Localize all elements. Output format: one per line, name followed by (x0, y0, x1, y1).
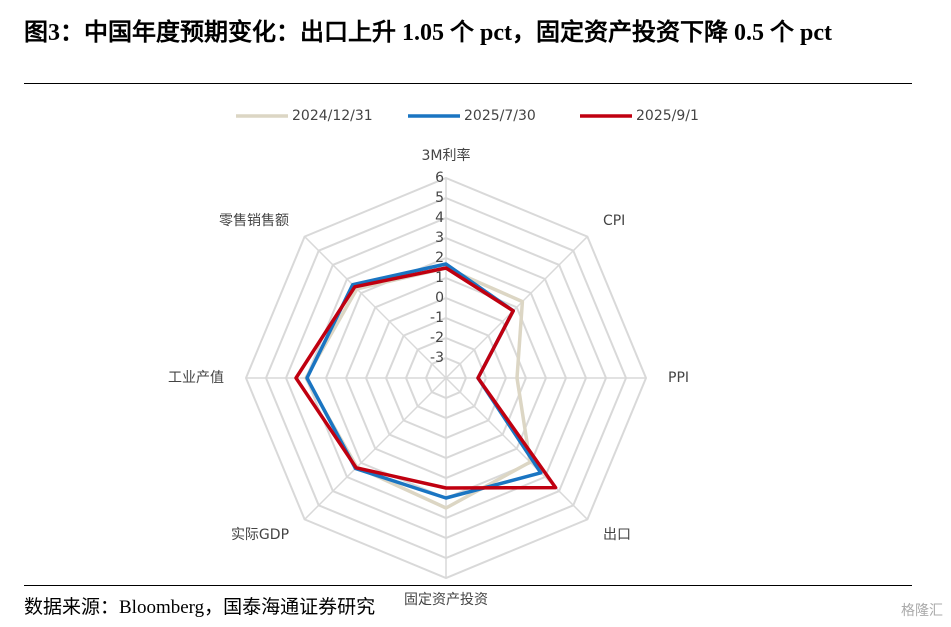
axis-label: 零售销售额 (219, 213, 289, 229)
legend-label: 2024/12/31 (292, 108, 373, 124)
axis-label: 实际GDP (231, 527, 289, 543)
rule (24, 83, 912, 84)
r-tick-label: -1 (430, 310, 444, 326)
legend-label: 2025/9/1 (636, 108, 699, 124)
axis-label: PPI (668, 370, 689, 386)
r-tick-label: 2 (435, 250, 444, 266)
r-tick-label: 4 (435, 210, 444, 226)
spoke (304, 236, 447, 379)
axis-label: 3M利率 (422, 147, 471, 164)
r-tick-label: 0 (435, 290, 444, 306)
r-tick-label: -2 (430, 330, 444, 346)
series-line (294, 266, 558, 490)
spoke (445, 377, 588, 520)
r-tick-label: 5 (435, 190, 444, 206)
axis-label: 工业产值 (168, 370, 224, 386)
series-line (304, 266, 532, 510)
spoke (445, 236, 588, 379)
chart-title: 图3：中国年度预期变化：出口上升 1.05 个 pct，固定资产投资下降 0.5… (24, 20, 832, 46)
rule (24, 585, 912, 586)
legend-label: 2025/7/30 (464, 108, 536, 124)
axis-label: 固定资产投资 (404, 592, 488, 608)
watermark: 格隆汇 (901, 603, 943, 619)
source: 数据来源：Bloomberg，国泰海通证券研究 (24, 597, 376, 618)
spoke (304, 377, 447, 520)
axis-label: 出口 (603, 527, 631, 543)
r-tick-label: 6 (435, 170, 444, 186)
r-tick-label: 3 (435, 230, 444, 246)
r-tick-label: -3 (430, 350, 444, 366)
r-tick-label: 1 (435, 270, 444, 286)
axis-label: CPI (603, 213, 625, 229)
